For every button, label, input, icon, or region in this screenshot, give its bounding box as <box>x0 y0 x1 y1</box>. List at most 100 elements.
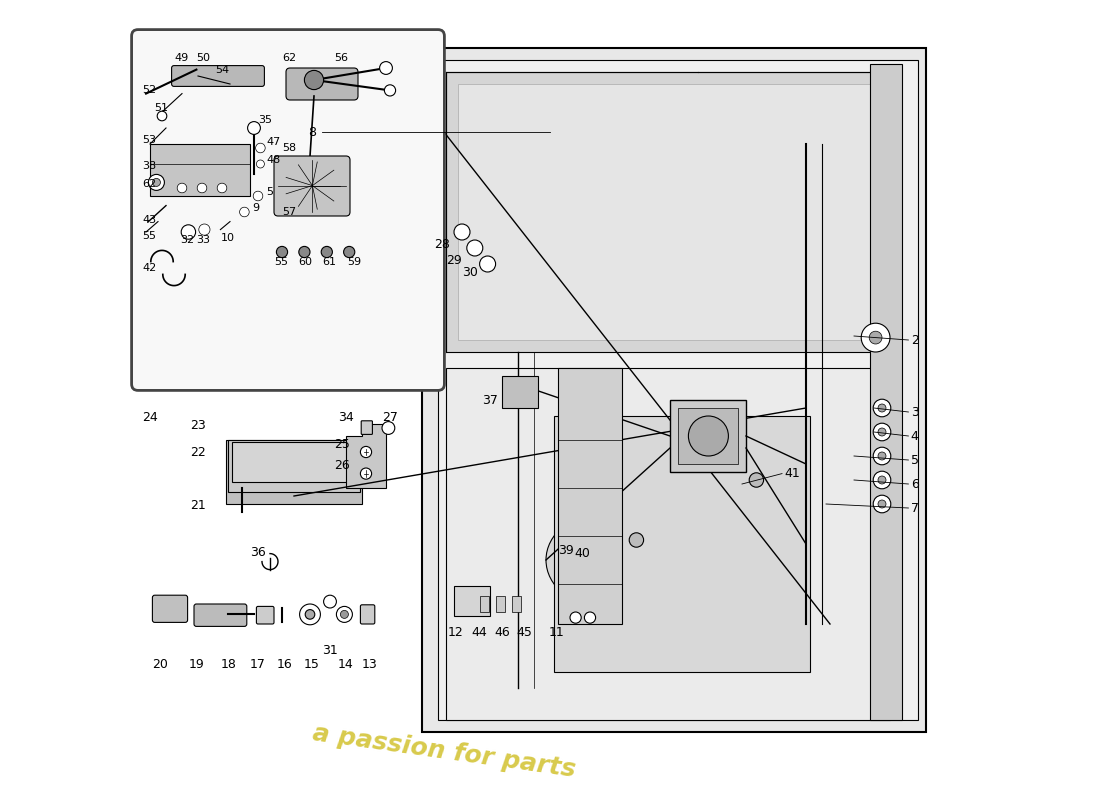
Text: 60: 60 <box>298 257 312 266</box>
Ellipse shape <box>546 512 666 608</box>
Text: 33: 33 <box>197 235 210 245</box>
Circle shape <box>878 476 886 484</box>
Circle shape <box>878 452 886 460</box>
Circle shape <box>343 246 355 258</box>
Text: 36: 36 <box>250 546 266 558</box>
Text: 22: 22 <box>190 446 206 458</box>
Circle shape <box>873 447 891 465</box>
FancyBboxPatch shape <box>172 66 264 86</box>
Circle shape <box>869 331 882 344</box>
Circle shape <box>177 183 187 193</box>
Circle shape <box>323 595 337 608</box>
Circle shape <box>197 183 207 193</box>
Text: 4: 4 <box>911 430 918 442</box>
Text: euro: euro <box>607 144 880 304</box>
Text: 27: 27 <box>382 411 398 424</box>
Text: 2: 2 <box>911 334 918 346</box>
Text: 44: 44 <box>472 626 487 638</box>
Polygon shape <box>438 60 918 720</box>
Bar <box>226 440 362 504</box>
Circle shape <box>629 533 644 547</box>
Bar <box>454 586 490 616</box>
Text: 29: 29 <box>446 254 462 266</box>
Text: 25: 25 <box>334 438 350 450</box>
Text: 8: 8 <box>308 126 317 138</box>
Circle shape <box>873 495 891 513</box>
Text: 56: 56 <box>334 53 348 62</box>
FancyBboxPatch shape <box>361 605 375 624</box>
Circle shape <box>361 446 372 458</box>
Polygon shape <box>422 48 926 732</box>
Circle shape <box>689 416 728 456</box>
Text: car: car <box>698 266 894 406</box>
FancyBboxPatch shape <box>153 595 188 622</box>
Text: parts: parts <box>571 363 881 533</box>
Text: 23: 23 <box>190 419 206 432</box>
Text: 20: 20 <box>152 658 167 670</box>
Text: 10: 10 <box>220 233 234 242</box>
Bar <box>480 596 490 612</box>
Text: 41: 41 <box>784 467 800 480</box>
Circle shape <box>299 604 320 625</box>
Text: 53: 53 <box>142 135 156 145</box>
Circle shape <box>873 399 891 417</box>
Circle shape <box>873 423 891 441</box>
Text: 50: 50 <box>197 53 210 62</box>
Text: 61: 61 <box>322 257 335 266</box>
Circle shape <box>255 143 265 153</box>
Text: 7: 7 <box>911 502 918 514</box>
Circle shape <box>153 178 161 186</box>
Bar <box>512 596 521 612</box>
Circle shape <box>878 428 886 436</box>
Circle shape <box>361 468 372 479</box>
Bar <box>678 408 738 464</box>
Text: 43: 43 <box>142 215 156 225</box>
Bar <box>670 400 746 472</box>
Circle shape <box>199 224 210 235</box>
Text: 48: 48 <box>266 155 280 165</box>
Bar <box>458 84 874 340</box>
Bar <box>870 64 902 720</box>
Circle shape <box>182 225 196 239</box>
Text: 31: 31 <box>322 644 338 657</box>
Text: 55: 55 <box>274 257 288 266</box>
Bar <box>558 368 622 624</box>
Text: 34: 34 <box>338 411 354 424</box>
Text: 57: 57 <box>282 207 296 217</box>
Bar <box>502 376 538 408</box>
Text: 47: 47 <box>266 137 280 146</box>
Text: 5: 5 <box>911 454 918 466</box>
Text: 18: 18 <box>220 658 236 670</box>
Text: 14: 14 <box>338 658 354 670</box>
Text: 12: 12 <box>448 626 463 638</box>
Text: 54: 54 <box>216 65 230 74</box>
Circle shape <box>570 612 581 623</box>
Text: 42: 42 <box>142 263 156 273</box>
Text: 11: 11 <box>549 626 564 638</box>
Circle shape <box>337 606 352 622</box>
Text: 58: 58 <box>282 143 296 153</box>
Text: 13: 13 <box>362 658 378 670</box>
Circle shape <box>340 610 349 618</box>
Circle shape <box>382 422 395 434</box>
Text: 21: 21 <box>190 499 206 512</box>
Circle shape <box>584 612 595 623</box>
Circle shape <box>305 610 315 619</box>
Circle shape <box>305 70 323 90</box>
Text: 3: 3 <box>911 406 918 418</box>
Circle shape <box>466 240 483 256</box>
Text: 46: 46 <box>494 626 510 638</box>
Text: 26: 26 <box>334 459 350 472</box>
Circle shape <box>379 62 393 74</box>
FancyBboxPatch shape <box>286 68 358 100</box>
Circle shape <box>248 122 261 134</box>
Text: 55: 55 <box>142 231 156 241</box>
Text: 52: 52 <box>142 86 156 95</box>
Bar <box>496 596 505 612</box>
Text: 38: 38 <box>142 161 156 170</box>
Text: 15: 15 <box>304 658 319 670</box>
Text: 59: 59 <box>348 257 362 266</box>
Text: 35: 35 <box>258 115 272 125</box>
Bar <box>150 144 250 196</box>
Circle shape <box>384 85 396 96</box>
